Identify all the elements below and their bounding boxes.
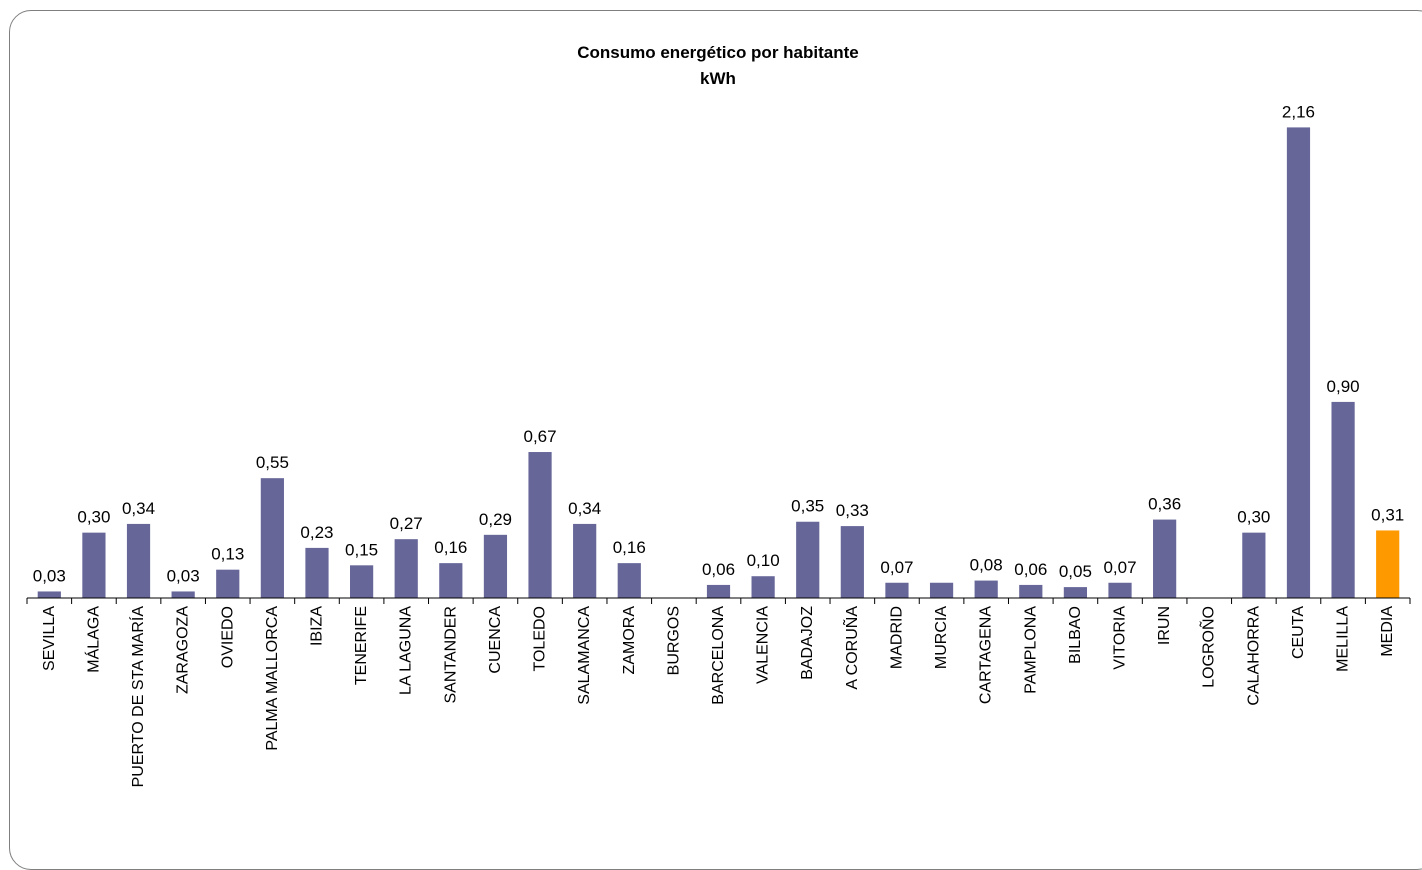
bar-30 — [1376, 530, 1400, 598]
data-label-1: 0,30 — [77, 508, 110, 527]
bar-18 — [840, 526, 864, 598]
data-label-11: 0,67 — [524, 427, 557, 446]
category-label-0: SEVILLA — [41, 606, 58, 671]
category-label-6: IBIZA — [308, 606, 325, 646]
category-label-28: CEUTA — [1290, 606, 1307, 659]
bar-23 — [1063, 587, 1087, 598]
data-label-16: 0,10 — [747, 551, 780, 570]
bar-2 — [126, 523, 151, 598]
bar-8 — [394, 539, 418, 598]
bar-6 — [305, 547, 329, 598]
data-label-23: 0,05 — [1059, 562, 1092, 581]
data-label-3: 0,03 — [167, 566, 200, 585]
category-label-4: OVIEDO — [219, 606, 236, 668]
category-label-12: SALAMANCA — [576, 606, 593, 705]
bar-25 — [1153, 519, 1177, 598]
data-label-28: 2,16 — [1282, 102, 1315, 121]
data-label-10: 0,29 — [479, 510, 512, 529]
bar-29 — [1331, 401, 1355, 598]
data-label-4: 0,13 — [211, 545, 244, 564]
bar-17 — [796, 521, 820, 598]
category-label-3: ZARAGOZA — [175, 606, 192, 694]
data-label-22: 0,06 — [1014, 560, 1047, 579]
category-label-16: VALENCIA — [755, 606, 772, 684]
category-label-27: CALAHORRA — [1245, 606, 1262, 706]
category-label-7: TENERIFE — [353, 606, 370, 685]
bar-28 — [1286, 127, 1311, 599]
chart-subtitle: kWh — [700, 69, 736, 88]
data-label-21: 0,08 — [970, 556, 1003, 575]
data-label-30: 0,31 — [1371, 505, 1404, 524]
bar-1 — [82, 532, 106, 598]
category-label-21: CARTAGENA — [978, 606, 995, 704]
bar-0 — [37, 591, 61, 598]
category-label-17: BADAJOZ — [799, 606, 816, 680]
bar-27 — [1242, 532, 1266, 598]
bar-20 — [929, 582, 954, 598]
data-label-12: 0,34 — [568, 499, 601, 518]
data-label-8: 0,27 — [390, 514, 423, 533]
bar-11 — [528, 452, 552, 598]
data-label-17: 0,35 — [791, 497, 824, 516]
bar-16 — [751, 576, 775, 598]
category-label-2: PUERTO DE STA MARÍA — [128, 606, 147, 788]
data-label-13: 0,16 — [613, 538, 646, 557]
bar-13 — [617, 563, 641, 598]
bar-21 — [974, 580, 998, 598]
bar-15 — [706, 584, 731, 598]
bar-3 — [171, 591, 195, 598]
bar-4 — [216, 569, 240, 598]
data-label-24: 0,07 — [1103, 558, 1136, 577]
data-label-2: 0,34 — [122, 499, 155, 518]
bar-10 — [483, 534, 508, 598]
category-label-24: VITORIA — [1112, 606, 1129, 670]
category-label-30: MEDIA — [1379, 606, 1396, 657]
data-label-7: 0,15 — [345, 540, 378, 559]
bar-19 — [885, 582, 909, 598]
category-label-22: PAMPLONA — [1022, 606, 1039, 694]
category-label-26: LOGROÑO — [1198, 606, 1218, 688]
bar-5 — [260, 478, 284, 598]
data-label-18: 0,33 — [836, 501, 869, 520]
bar-chart: Consumo energético por habitante kWh 0,0… — [26, 43, 1411, 788]
data-label-6: 0,23 — [300, 523, 333, 542]
category-label-13: ZAMORA — [621, 606, 638, 675]
bar-12 — [573, 523, 597, 598]
category-label-8: LA LAGUNA — [398, 606, 415, 695]
data-label-9: 0,16 — [434, 538, 467, 557]
category-label-25: IRUN — [1156, 606, 1173, 645]
category-label-20: MURCIA — [933, 606, 950, 669]
data-label-0: 0,03 — [33, 566, 66, 585]
category-label-19: MADRID — [888, 606, 905, 669]
data-label-25: 0,36 — [1148, 495, 1181, 514]
data-label-15: 0,06 — [702, 560, 735, 579]
bar-9 — [439, 563, 463, 598]
category-label-1: MÁLAGA — [83, 606, 102, 673]
category-label-15: BARCELONA — [710, 606, 727, 705]
category-label-29: MELILLA — [1335, 606, 1352, 672]
bar-7 — [350, 565, 374, 598]
bar-22 — [1019, 584, 1043, 598]
category-label-14: BURGOS — [665, 606, 682, 675]
category-label-10: CUENCA — [487, 606, 504, 674]
data-label-29: 0,90 — [1327, 377, 1360, 396]
data-label-5: 0,55 — [256, 453, 289, 472]
category-label-18: A CORUÑA — [841, 606, 861, 690]
bar-24 — [1108, 582, 1132, 598]
category-label-11: TOLEDO — [532, 606, 549, 672]
category-label-5: PALMA MALLORCA — [264, 606, 281, 751]
data-label-19: 0,07 — [880, 558, 913, 577]
data-label-27: 0,30 — [1237, 508, 1270, 527]
category-label-9: SANTANDER — [442, 606, 459, 704]
chart-title: Consumo energético por habitante — [577, 43, 858, 62]
category-label-23: BILBAO — [1067, 606, 1084, 664]
